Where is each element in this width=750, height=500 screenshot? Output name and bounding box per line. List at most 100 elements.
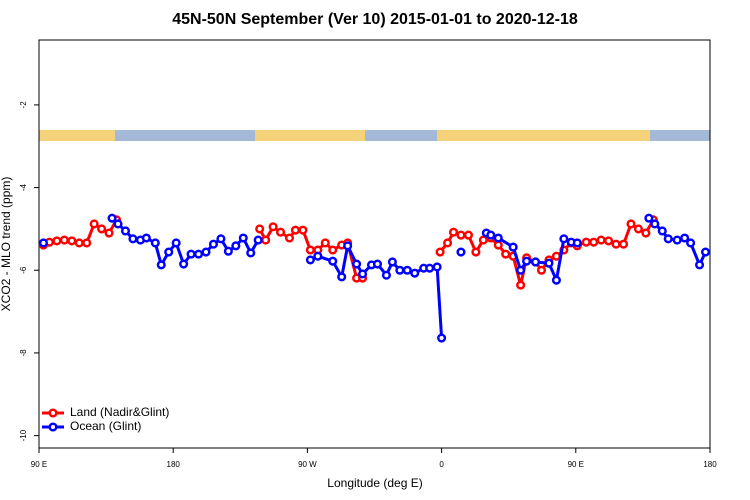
data-point: [644, 213, 654, 223]
data-point: [337, 272, 347, 282]
data-point: [456, 230, 466, 240]
data-point: [156, 260, 166, 270]
x-tick-label: 180: [167, 460, 181, 469]
data-point: [261, 235, 271, 245]
data-point: [305, 245, 315, 255]
data-point: [238, 233, 248, 243]
data-point: [626, 219, 636, 229]
data-point: [435, 247, 445, 257]
data-point: [596, 235, 606, 245]
y-tick-label: -4: [19, 183, 28, 191]
data-point: [113, 219, 123, 229]
data-point: [618, 239, 629, 249]
data-point: [358, 269, 368, 279]
data-point: [164, 247, 174, 257]
data-point: [201, 247, 211, 257]
data-point: [387, 257, 397, 267]
data-point: [141, 233, 151, 243]
y-tick-label: -10: [19, 429, 28, 441]
data-point: [104, 228, 114, 238]
data-point: [680, 233, 690, 243]
data-point: [657, 226, 667, 236]
x-tick-label: 90 E: [568, 460, 584, 469]
data-point: [328, 245, 338, 255]
x-tick-label: 90 W: [298, 460, 317, 469]
data-point: [516, 265, 526, 275]
data-point: [186, 249, 196, 259]
legend-label: Land (Nadir&Glint): [70, 405, 169, 419]
data-point: [381, 270, 391, 280]
x-tick-label: 180: [703, 460, 717, 469]
data-point: [448, 227, 459, 237]
data-point: [290, 225, 301, 235]
x-tick-label: 90 E: [31, 460, 47, 469]
data-point: [611, 239, 621, 249]
data-point: [52, 236, 62, 246]
data-point: [604, 236, 614, 246]
data-point: [328, 256, 338, 266]
x-axis-label: Longitude (deg E): [327, 476, 422, 490]
data-point: [456, 247, 466, 257]
data-point: [216, 234, 226, 244]
data-point: [493, 240, 503, 250]
x-tick-label: 0: [439, 460, 444, 469]
data-point: [641, 228, 651, 238]
data-point: [551, 275, 561, 285]
legend-marker: [48, 408, 58, 418]
data-point: [255, 224, 265, 234]
data-point: [463, 230, 473, 240]
data-point: [313, 251, 323, 261]
data-point: [120, 226, 131, 236]
data-point: [171, 238, 181, 248]
data-point: [551, 251, 561, 261]
data-point: [82, 238, 92, 248]
data-point: [223, 246, 233, 256]
data-point: [536, 265, 547, 275]
data-point: [372, 259, 383, 269]
data-point: [38, 238, 49, 248]
data-point: [253, 235, 263, 245]
data-point: [276, 227, 286, 237]
data-point: [508, 242, 518, 252]
ocean-band: [365, 130, 437, 141]
data-point: [432, 262, 442, 272]
data-point: [559, 234, 569, 244]
data-point: [74, 238, 84, 248]
data-point: [700, 247, 711, 257]
data-point: [246, 248, 256, 258]
data-point: [581, 237, 591, 247]
data-point: [89, 219, 99, 229]
data-point: [633, 224, 643, 234]
data-point: [395, 265, 405, 275]
data-point: [443, 238, 453, 248]
data-point: [471, 247, 481, 257]
data-point: [343, 241, 353, 251]
data-point: [320, 238, 330, 248]
legend-label: Ocean (Glint): [70, 419, 141, 433]
data-point: [305, 255, 315, 265]
data-point: [107, 213, 117, 223]
data-point: [672, 235, 682, 245]
data-point: [410, 268, 420, 278]
data-point: [486, 230, 496, 240]
data-point: [663, 234, 673, 244]
data-point: [501, 249, 511, 259]
data-point: [59, 235, 69, 245]
data-point: [522, 256, 532, 266]
data-point: [298, 225, 308, 235]
data-point: [67, 236, 77, 246]
data-point: [544, 258, 554, 268]
data-point: [208, 239, 219, 249]
data-point: [150, 238, 160, 248]
data-point: [268, 222, 278, 232]
data-point: [128, 234, 138, 244]
data-point: [686, 238, 696, 248]
data-point: [425, 263, 435, 273]
plot-frame: [38, 39, 711, 449]
data-point: [193, 249, 204, 259]
y-tick-label: -2: [19, 101, 28, 109]
legend-marker: [48, 422, 58, 432]
y-axis-label: XCO2 - MLO trend (ppm): [0, 177, 13, 312]
